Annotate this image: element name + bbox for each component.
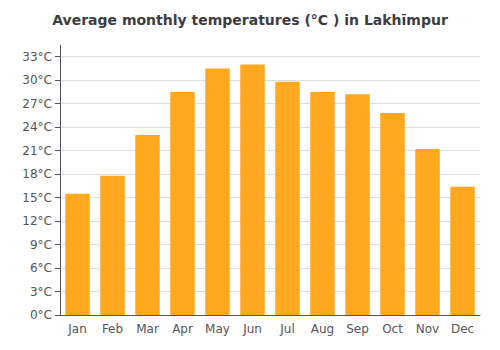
svg-text:Jun: Jun [242,322,262,336]
svg-text:12°C: 12°C [22,214,52,228]
svg-text:Feb: Feb [102,322,123,336]
svg-text:Nov: Nov [416,322,439,336]
svg-text:Oct: Oct [382,322,403,336]
svg-text:Aug: Aug [311,322,334,336]
svg-text:Mar: Mar [136,322,159,336]
svg-text:18°C: 18°C [22,167,52,181]
svg-text:9°C: 9°C [30,238,52,252]
svg-text:24°C: 24°C [22,120,52,134]
svg-text:Sep: Sep [346,322,369,336]
svg-text:Jul: Jul [279,322,294,336]
svg-text:3°C: 3°C [30,285,52,299]
svg-text:Jan: Jan [67,322,87,336]
svg-text:15°C: 15°C [22,191,52,205]
svg-text:0°C: 0°C [30,308,52,322]
svg-text:21°C: 21°C [22,144,52,158]
svg-text:Average monthly temperatures (: Average monthly temperatures (°C ) in La… [52,12,448,28]
svg-text:Apr: Apr [172,322,193,336]
svg-text:27°C: 27°C [22,97,52,111]
svg-text:Dec: Dec [451,322,474,336]
svg-text:33°C: 33°C [22,50,52,64]
svg-text:6°C: 6°C [30,261,52,275]
svg-text:May: May [205,322,230,336]
svg-text:30°C: 30°C [22,73,52,87]
